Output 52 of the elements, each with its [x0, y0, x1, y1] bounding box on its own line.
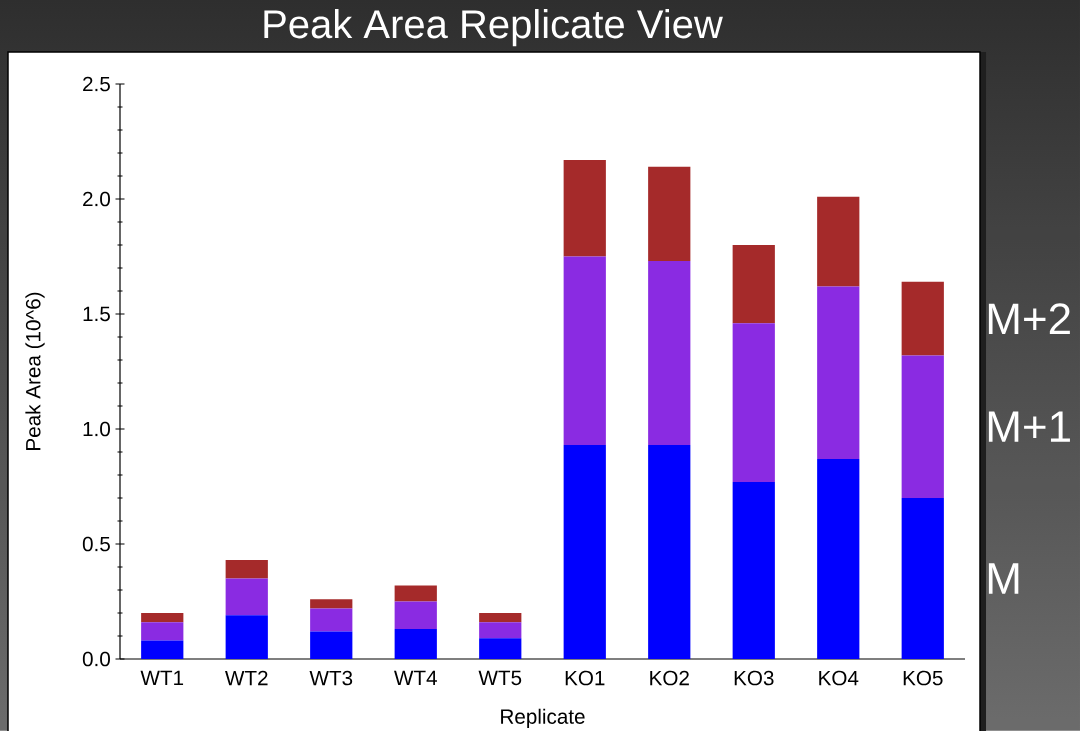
bar [394, 585, 437, 602]
y-tick-label: 0.5 [82, 536, 110, 552]
x-tick-label: WT5 [478, 670, 522, 686]
bar [310, 631, 353, 659]
bar [732, 323, 775, 482]
series-label: M+1 [988, 411, 1070, 442]
bar [225, 615, 268, 659]
bar [732, 244, 775, 324]
bar [141, 622, 184, 641]
bar [479, 613, 522, 623]
x-tick-label: WT1 [140, 670, 184, 685]
bar [225, 560, 268, 579]
bar [225, 578, 268, 616]
bar [648, 166, 691, 262]
bar [394, 629, 437, 659]
bar [479, 622, 522, 639]
x-tick-label: WT2 [225, 670, 268, 686]
bar [817, 458, 860, 659]
bar [817, 286, 860, 459]
x-axis-title: Replicate [501, 708, 585, 728]
bar [901, 355, 944, 498]
x-tick-label: WT4 [394, 670, 437, 685]
y-tick-label: 0.0 [82, 651, 110, 667]
bar [732, 481, 775, 659]
y-tick-label: 2.0 [83, 191, 110, 207]
series-label: M [988, 563, 1019, 594]
series-label: M+2 [988, 303, 1070, 334]
y-tick-label: 1.5 [83, 306, 110, 322]
bar [648, 261, 691, 446]
bar [817, 196, 860, 287]
bar [563, 445, 606, 659]
bar [479, 638, 522, 659]
chart-title: Peak Area Replicate View [264, 9, 723, 47]
bar [310, 599, 353, 609]
bar [394, 601, 437, 630]
bar [563, 159, 606, 257]
x-tick-label: KO3 [734, 670, 774, 686]
x-tick-label: KO5 [903, 670, 943, 686]
bar [141, 640, 184, 659]
bar [901, 498, 944, 659]
y-tick-label: 1.0 [83, 421, 110, 437]
y-axis-title: Peak Area (10^6) [25, 292, 45, 450]
x-tick-label: KO4 [819, 670, 859, 686]
x-tick-label: KO2 [650, 670, 689, 686]
y-tick-label: 2.5 [83, 76, 110, 92]
x-tick-label: KO1 [565, 670, 605, 686]
bar [310, 608, 353, 632]
bar [141, 613, 184, 623]
bar [901, 281, 944, 356]
bar [563, 256, 606, 446]
bar [648, 445, 691, 659]
x-tick-label: WT3 [309, 670, 353, 686]
